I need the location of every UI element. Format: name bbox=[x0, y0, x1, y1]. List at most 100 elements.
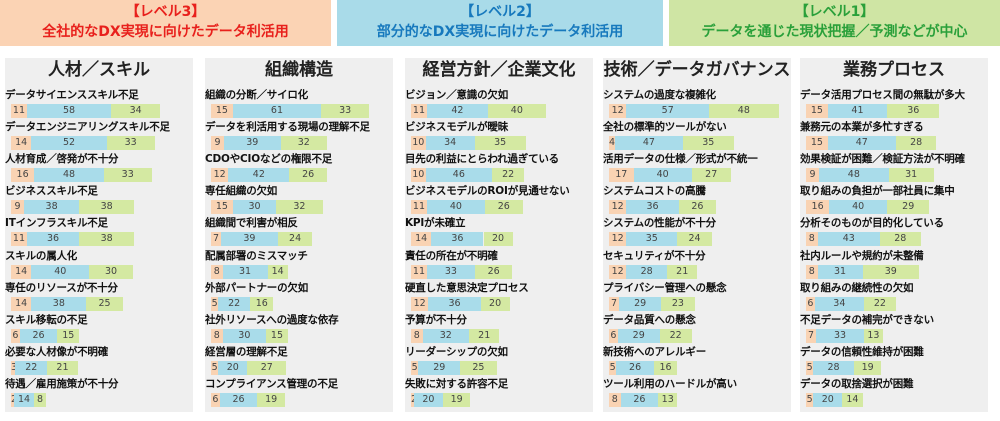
bar-row: データ品質への懸念 6 29 22 bbox=[603, 314, 791, 346]
bar-segment-level2: 47 bbox=[614, 136, 683, 151]
bar-row: 専任のリソースが不十分 14 38 25 bbox=[5, 282, 193, 314]
bar-segment-level1: 21 bbox=[667, 264, 698, 279]
level2-subtitle: 部分的なDX実現に向けたデータ利活用 bbox=[376, 24, 624, 40]
bar-segment-level1: 22 bbox=[659, 328, 692, 343]
bar-segment-level3: 6 bbox=[211, 392, 220, 407]
bar-row: 社内ルールや規約が未整備 8 31 39 bbox=[800, 250, 988, 282]
bar-row: ビジネススキル不足 9 38 38 bbox=[5, 185, 193, 217]
bar-row: 配属部署のミスマッチ 8 31 14 bbox=[205, 250, 393, 282]
bar-label: 取り組みの負担が一部社員に集中 bbox=[800, 185, 955, 198]
bar-row: ITインフラスキル不足 11 36 38 bbox=[5, 217, 193, 249]
bar-segment-level2: 57 bbox=[626, 104, 710, 118]
bar-segment-level3: 7 bbox=[806, 328, 817, 343]
bar-segment-level1: 23 bbox=[661, 296, 695, 311]
bar-segment-level2: 28 bbox=[626, 264, 667, 279]
bar-segment-level2: 48 bbox=[34, 168, 104, 183]
bar-segment-level3: 12 bbox=[411, 296, 429, 311]
bar-row: ビジネスモデルが曖昧 10 34 35 bbox=[405, 121, 593, 153]
bar-row: 全社の標準的ツールがない 4 47 35 bbox=[603, 121, 791, 153]
bar-label: 効果検証が困難／検証方法が不明確 bbox=[800, 153, 965, 166]
bar-segment-level1: 27 bbox=[691, 168, 731, 183]
bar-row: リーダーシップの欠如 5 29 25 bbox=[405, 346, 593, 378]
bar-segment-level1: 24 bbox=[677, 232, 712, 247]
bar-row: システムの過度な複雑化 12 57 48 bbox=[603, 89, 791, 121]
bar-label: 人材育成／啓発が不十分 bbox=[5, 153, 119, 166]
level3-band: 【レベル3】 全社的なDX実現に向けたデータ利活用 bbox=[0, 0, 331, 46]
bar-segment-level3: 8 bbox=[211, 328, 223, 343]
bar-segment-level2: 30 bbox=[232, 200, 277, 215]
bar-segment-level1: 28 bbox=[895, 136, 937, 151]
bar-segment-level1: 14 bbox=[842, 392, 863, 407]
bar-row: データの取捨選択が困難 5 20 14 bbox=[800, 378, 988, 410]
bar-segment-level2: 36 bbox=[626, 200, 679, 215]
bar-row: データサイエンススキル不足 11 58 34 bbox=[5, 89, 193, 121]
bar-label: 専任のリソースが不十分 bbox=[5, 281, 118, 294]
bar-row: 新技術へのアレルギー 5 26 16 bbox=[603, 346, 791, 378]
bar-label: システムコストの高騰 bbox=[603, 185, 706, 198]
bar-label: 専任組織の欠如 bbox=[205, 185, 278, 198]
bar-segment-level2: 32 bbox=[422, 328, 469, 343]
bar-row: 責任の所在が不明確 11 33 26 bbox=[405, 250, 593, 282]
bar-row: 待遇／雇用施策が不十分2148 bbox=[5, 378, 193, 410]
panel-2: 経営方針／企業文化 ビジョン／意識の欠如 11 42 40 ビジネスモデルが曖昧 10 34 3… bbox=[405, 58, 593, 412]
bar-segment-level1: 48 bbox=[709, 104, 779, 118]
bar-segment-level2: 39 bbox=[221, 232, 278, 247]
bar-segment-level3: 3 bbox=[11, 360, 18, 375]
panel-title: 人材／スキル bbox=[48, 60, 150, 80]
bar-segment-level3: 8 bbox=[411, 328, 423, 343]
bar-row: システムコストの高騰 12 36 26 bbox=[603, 185, 791, 217]
bar-row: セキュリティが不十分 12 28 21 bbox=[603, 250, 791, 282]
bar-segment-level2: 41 bbox=[827, 104, 888, 118]
bar-segment-level1: 26 bbox=[289, 168, 327, 183]
bar-label: データの信頼性維持が困難 bbox=[800, 345, 924, 358]
bar-segment-level3: 5 bbox=[211, 296, 219, 311]
bar-row: 失敗に対する許容不足22019 bbox=[405, 378, 593, 410]
bar-segment-level1: 29 bbox=[887, 200, 930, 215]
bar-segment-level3: 6 bbox=[11, 328, 20, 343]
bar-segment-level1: 35 bbox=[474, 136, 526, 151]
bar-segment-level1: 19 bbox=[853, 360, 882, 375]
bar-row: プライバシー管理への懸念 7 29 23 bbox=[603, 282, 791, 314]
bar-segment-level2: 33 bbox=[816, 328, 864, 343]
bar-label: 不足データの補完ができない bbox=[800, 313, 934, 326]
bar-label: 失敗に対する許容不足 bbox=[405, 377, 508, 390]
bar-segment-level2: 40 bbox=[426, 200, 485, 215]
bar-row: CDOやCIOなどの権限不足 12 42 26 bbox=[205, 153, 393, 185]
bar-segment-level3: 14 bbox=[11, 264, 32, 279]
bar-row: スキル移転の不足 6 26 15 bbox=[5, 314, 193, 346]
bar-label: ビジョン／意識の欠如 bbox=[405, 89, 508, 101]
bar-segment-level1: 38 bbox=[79, 232, 135, 247]
bar-segment-level1: 22 bbox=[864, 296, 896, 311]
bar-segment-level2: 29 bbox=[617, 328, 660, 343]
bar-label: 社内ルールや規約が未整備 bbox=[800, 249, 924, 262]
bar-segment-level1: 26 bbox=[678, 200, 717, 215]
bar-label: CDOやCIOなどの権限不足 bbox=[205, 153, 333, 166]
bar-segment-level1: 16 bbox=[653, 360, 678, 375]
bar-segment-level3: 5 bbox=[211, 360, 219, 375]
bar-segment-level2: 48 bbox=[819, 168, 889, 183]
bar-label: データエンジニアリングスキル不足 bbox=[5, 121, 170, 134]
bar-segment-level1: 20 bbox=[480, 296, 510, 311]
bar-row: 組織間で利害が相反 7 39 24 bbox=[205, 217, 393, 249]
bar-segment-level2: 40 bbox=[31, 264, 90, 279]
bar-segment-level3: 12 bbox=[609, 104, 627, 118]
level3-title: 【レベル3】 bbox=[125, 4, 206, 20]
bar-label: データサイエンススキル不足 bbox=[5, 89, 139, 101]
bar-segment-level2: 30 bbox=[222, 328, 267, 343]
bar-segment-level2: 22 bbox=[15, 360, 48, 375]
bar-segment-level1: 35 bbox=[682, 136, 734, 151]
bar-row: 必要な人材像が不明確 3 22 21 bbox=[5, 346, 193, 378]
bar-label: 活用データの仕様／形式が不統一 bbox=[603, 153, 758, 166]
bar-segment-level3: 7 bbox=[211, 232, 222, 247]
bar-segment-level2: 31 bbox=[817, 264, 863, 279]
bar-label: 兼務元の本業が多忙すぎる bbox=[800, 121, 924, 134]
bar-segment-level1: 40 bbox=[487, 104, 546, 118]
bar-segment-level3: 12 bbox=[211, 168, 229, 183]
bar-label: 必要な人材像が不明確 bbox=[5, 345, 108, 358]
bar-row: 組織の分断／サイロ化 15 61 33 bbox=[205, 89, 393, 121]
bar-segment-level2: 20 bbox=[813, 392, 843, 407]
bar-label: システムの性能が不十分 bbox=[603, 217, 716, 230]
bar-segment-level3: 15 bbox=[806, 136, 828, 151]
bar-label: ビジネススキル不足 bbox=[5, 185, 98, 198]
bar-segment-level2: 31 bbox=[222, 264, 268, 279]
